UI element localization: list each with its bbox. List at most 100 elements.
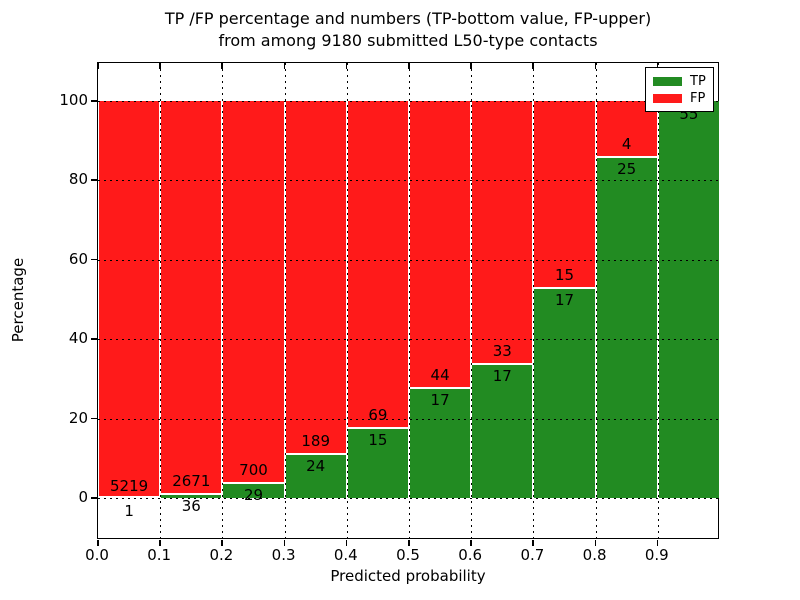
fp-count-label: 15	[554, 266, 575, 285]
x-tick-label: 0.6	[458, 546, 483, 564]
chart-title: TP /FP percentage and numbers (TP-bottom…	[97, 8, 719, 52]
legend: TP FP	[645, 67, 714, 112]
top-tick-mark	[221, 63, 223, 69]
fp-count-label: 44	[430, 366, 450, 385]
x-axis-label: Predicted probability	[330, 567, 486, 585]
horizontal-gridline	[98, 180, 718, 182]
y-tick-mark	[91, 179, 97, 181]
vertical-gridline	[346, 63, 348, 538]
y-tick-mark	[91, 258, 97, 261]
top-tick-mark	[345, 63, 348, 69]
fp-segment	[410, 101, 471, 388]
chart-title-line2: from among 9180 submitted L50-type conta…	[218, 31, 598, 50]
vertical-gridline	[160, 63, 162, 538]
bar-group	[160, 101, 222, 498]
bar-group	[98, 101, 160, 498]
tp-count-label: 17	[492, 367, 512, 386]
top-tick-mark	[594, 63, 597, 69]
tp-segment	[472, 363, 533, 498]
horizontal-gridline	[98, 259, 718, 261]
horizontal-gridline	[98, 418, 718, 420]
top-tick-mark	[283, 63, 286, 69]
y-tick-label: 0	[78, 488, 88, 506]
tp-segment	[223, 482, 284, 498]
fp-segment	[99, 101, 160, 498]
tp-count-label: 36	[181, 496, 201, 515]
fp-count-label: 5219	[110, 476, 149, 495]
y-tick-label: 60	[68, 249, 88, 268]
fp-segment	[161, 101, 222, 493]
bar-group	[658, 101, 720, 498]
x-tick-label: 0.3	[271, 546, 296, 564]
x-tick-mark	[470, 540, 472, 546]
vertical-gridline	[409, 63, 410, 538]
fp-segment	[534, 101, 595, 288]
top-tick-mark	[470, 63, 472, 69]
tp-segment	[99, 496, 160, 498]
x-tick-label: 0.4	[333, 546, 358, 564]
bar-group	[347, 101, 409, 498]
fp-count-label: 69	[368, 406, 388, 425]
horizontal-gridline	[98, 101, 718, 102]
bar-group	[409, 101, 471, 498]
fp-swatch-icon	[653, 94, 682, 103]
x-tick-label: 0.7	[520, 546, 545, 564]
tp-count-label: 29	[243, 486, 264, 505]
tp-segment	[285, 453, 346, 498]
fp-count-label: 2671	[172, 471, 211, 490]
vertical-gridline	[595, 63, 597, 538]
legend-item: TP	[653, 73, 706, 90]
vertical-gridline	[222, 63, 224, 538]
top-tick-mark	[532, 63, 534, 69]
y-tick-label: 20	[68, 408, 88, 427]
fp-count-label: 189	[301, 432, 330, 451]
y-tick-mark	[91, 100, 97, 102]
bar-group	[596, 101, 658, 498]
y-tick-label: 100	[59, 91, 88, 109]
x-tick-mark	[594, 540, 597, 546]
tp-swatch-icon	[653, 77, 682, 86]
x-tick-label: 0.0	[85, 546, 109, 564]
x-tick-label: 0.9	[644, 546, 669, 564]
vertical-gridline	[284, 63, 286, 538]
bar-group	[222, 101, 284, 498]
tp-count-label: 1	[124, 501, 134, 520]
y-tick-label: 40	[68, 329, 88, 348]
x-tick-label: 0.1	[147, 546, 172, 564]
x-tick-mark	[221, 540, 223, 546]
fp-segment	[347, 101, 408, 428]
legend-item: FP	[653, 90, 706, 107]
tp-count-label: 17	[554, 291, 575, 310]
y-tick-mark	[91, 497, 97, 499]
tp-count-label: 24	[306, 457, 326, 476]
legend-item-label: FP	[690, 91, 706, 106]
bar-group	[471, 101, 533, 498]
x-tick-label: 0.2	[209, 546, 234, 564]
x-tick-mark	[159, 540, 161, 546]
tp-count-label: 17	[430, 391, 450, 410]
vertical-gridline	[657, 63, 659, 538]
tp-segment	[410, 387, 471, 498]
top-tick-mark	[97, 63, 99, 69]
tp-segment	[596, 155, 657, 498]
vertical-gridline	[471, 63, 473, 538]
bar-group	[533, 101, 595, 498]
fp-segment	[472, 101, 533, 364]
x-tick-mark	[97, 540, 99, 546]
tp-segment	[347, 427, 408, 498]
chart-title-line1: TP /FP percentage and numbers (TP-bottom…	[164, 9, 652, 28]
y-tick-mark	[91, 338, 97, 340]
y-axis-label: Percentage	[9, 257, 27, 343]
x-tick-mark	[283, 540, 286, 546]
tp-segment	[534, 287, 595, 498]
fp-count-label: 33	[492, 342, 512, 361]
horizontal-gridline	[98, 339, 718, 341]
fp-segment	[223, 101, 284, 483]
x-tick-mark	[408, 540, 410, 546]
top-tick-mark	[656, 63, 659, 69]
x-tick-mark	[656, 540, 659, 546]
x-tick-mark	[532, 540, 534, 546]
x-tick-label: 0.8	[582, 546, 607, 564]
fp-count-label: 700	[239, 461, 268, 480]
